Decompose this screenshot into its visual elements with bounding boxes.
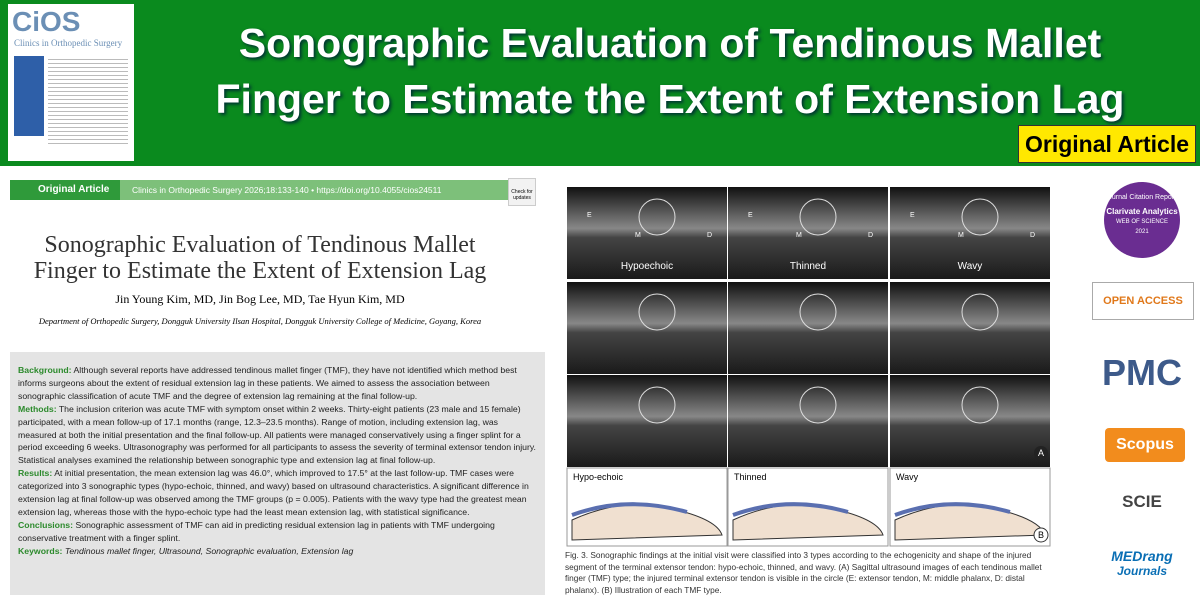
column-label: Thinned — [790, 261, 826, 272]
logo-text: WEB OF SCIENCE — [1115, 219, 1168, 225]
structure-label: D — [707, 232, 712, 239]
ultrasound-panel — [567, 282, 727, 374]
figure-caption: Fig. 3. Sonographic findings at the init… — [565, 550, 1042, 595]
oa-logo: OPEN ACCESS — [1092, 282, 1194, 320]
lesion-circle — [799, 198, 837, 236]
section-label: Results: — [18, 468, 53, 479]
illustration-label: Thinned — [734, 472, 767, 482]
section-text: Although several reports have addressed … — [18, 365, 517, 401]
cover-subtitle: Clinics in Orthopedic Surgery — [14, 38, 123, 48]
type-bar — [10, 180, 120, 200]
ultrasound-panel — [728, 282, 888, 374]
authors: Jin Young Kim, MD, Jin Bog Lee, MD, Tae … — [115, 292, 405, 306]
tendon-drawing — [894, 502, 1011, 517]
section-text: Sonographic assessment of TMF can aid in… — [18, 519, 495, 543]
lesion-circle — [961, 198, 999, 236]
logo-text: 2021 — [1135, 229, 1149, 235]
article-title: Sonographic Evaluation of Tendinous Mall… — [10, 232, 510, 284]
abstract-section: Methods: The inclusion criterion was acu… — [18, 403, 537, 468]
ultrasound-panel — [567, 375, 727, 467]
tendon-drawing — [732, 502, 849, 517]
column-label: Hypoechoic — [621, 261, 673, 272]
ultrasound-panel — [890, 282, 1050, 374]
panel-marker — [1034, 446, 1048, 460]
panel-letter: A — [1038, 448, 1044, 458]
title-line: Sonographic Evaluation of Tendinous Mall… — [44, 232, 476, 258]
section-text: The inclusion criterion was acute TMF wi… — [18, 403, 536, 466]
column-label: Wavy — [958, 261, 983, 272]
affiliation: Department of Orthopedic Surgery, Donggu… — [38, 316, 482, 326]
section-label: Methods: — [18, 403, 57, 414]
info-bar — [120, 180, 530, 200]
logo-text: Clarivate Analytics — [1106, 207, 1178, 216]
logo-text: Journal Citation Reports — [1104, 194, 1180, 201]
panel-letter: B — [1038, 530, 1044, 540]
ultrasound-panel — [890, 375, 1050, 467]
tendon-drawing — [571, 502, 688, 517]
banner — [0, 0, 1200, 166]
scie-logo: SCIE — [1122, 492, 1162, 511]
abstract-section: Keywords: Tendinous mallet finger, Ultra… — [18, 545, 537, 558]
structure-label: E — [587, 212, 592, 219]
structure-label: D — [868, 232, 873, 239]
structure-label: M — [635, 232, 641, 239]
structure-label: E — [910, 212, 915, 219]
abstract-section: Conclusions: Sonographic assessment of T… — [18, 519, 537, 545]
scopus-logo: Scopus — [1105, 428, 1185, 462]
lesion-circle — [961, 386, 999, 424]
lesion-circle — [799, 293, 837, 331]
banner-title-line: Sonographic Evaluation of Tendinous Mall… — [238, 20, 1102, 66]
illustration-label: Wavy — [896, 472, 919, 482]
lesion-circle — [638, 293, 676, 331]
lesion-circle — [638, 386, 676, 424]
article-type: Original Article — [38, 184, 110, 195]
logo-text: MEDrang — [1111, 548, 1173, 564]
jcr-logo: Journal Citation Reports Clarivate Analy… — [1104, 182, 1180, 258]
figure: Hypoechoic E M D Thinned E M D Wavy E M D Hypo-echoi… — [566, 187, 1051, 547]
ultrasound-panel — [728, 375, 888, 467]
title-line: Finger to Estimate the Extent of Extensi… — [33, 258, 487, 284]
pmc-logo: PMC — [1102, 352, 1182, 393]
journal-cover: CiOS Clinics in Orthopedic Surgery — [8, 4, 134, 161]
logo-text: Journals — [1116, 564, 1167, 578]
lesion-circle — [638, 198, 676, 236]
cover-logo: CiOS — [12, 6, 81, 37]
illustration-label: Hypo-echoic — [573, 472, 624, 482]
section-label: Background: — [18, 365, 72, 375]
banner-title-line: Finger to Estimate the Extent of Extensi… — [215, 76, 1125, 122]
lesion-circle — [961, 293, 999, 331]
panel-marker — [1033, 527, 1049, 543]
section-label: Keywords: — [18, 545, 63, 556]
medrang-logo: MEDrang Journals — [1092, 548, 1192, 578]
abstract-section: Results: At initial presentation, the me… — [18, 467, 537, 519]
section-text: At initial presentation, the mean extens… — [18, 468, 529, 517]
section-text: Tendinous mallet finger, Ultrasound, Son… — [64, 545, 354, 556]
structure-label: D — [1030, 232, 1035, 239]
cover-toc — [48, 56, 128, 146]
citation: Clinics in Orthopedic Surgery 2026;18:13… — [132, 185, 442, 195]
cover-art — [14, 56, 44, 136]
abstract: Background: Although several reports hav… — [10, 352, 545, 595]
lesion-circle — [799, 386, 837, 424]
check-updates[interactable]: Check for updates — [508, 178, 536, 206]
structure-label: E — [748, 212, 753, 219]
abstract-section: Background: Although several reports hav… — [18, 364, 537, 403]
article-badge: Original Article — [1018, 125, 1196, 163]
section-label: Conclusions: — [18, 519, 74, 530]
structure-label: M — [958, 232, 964, 239]
structure-label: M — [796, 232, 802, 239]
